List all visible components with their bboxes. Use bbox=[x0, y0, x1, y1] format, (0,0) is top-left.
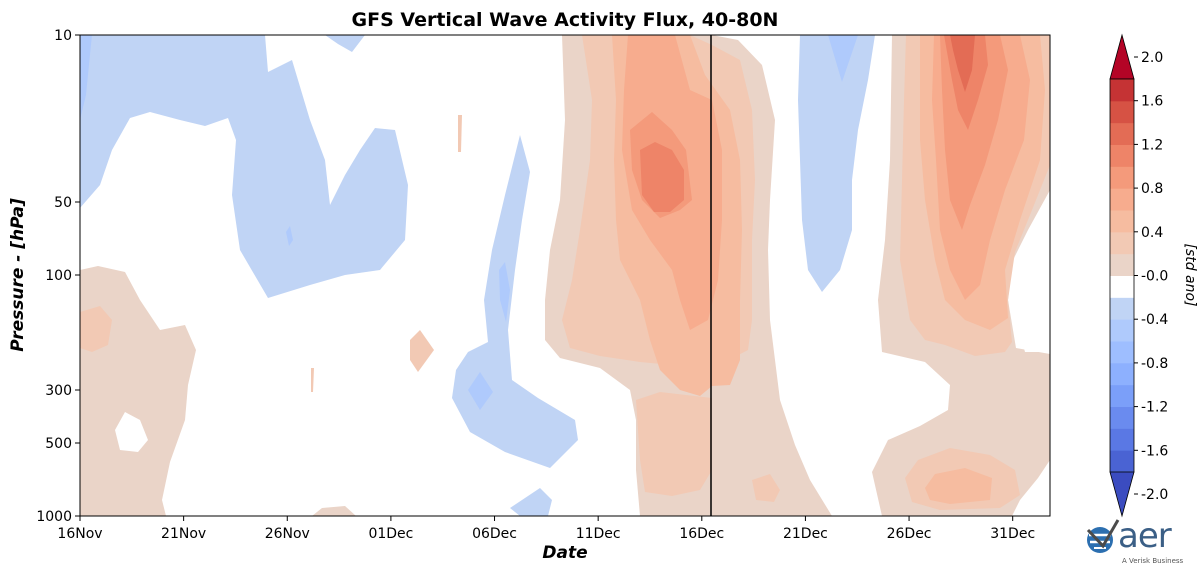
aer-logo-mark bbox=[1086, 519, 1120, 553]
x-tick-label: 21Dec bbox=[783, 526, 828, 542]
contour-pos-thin-2 bbox=[311, 368, 314, 392]
colorbar-tick-label: -0.4 bbox=[1141, 312, 1168, 328]
y-axis-label: Pressure - [hPa] bbox=[8, 198, 28, 352]
colorbar-segment bbox=[1110, 122, 1134, 145]
colorbar-segment bbox=[1110, 188, 1134, 211]
contour-neg-upper-left-edge bbox=[80, 35, 92, 120]
contour-pos-surface-late-l3 bbox=[925, 468, 992, 504]
contour-pos-lower-left-inner bbox=[80, 306, 112, 352]
contour-hole-lower-left bbox=[115, 412, 148, 452]
contour-pos-main-low bbox=[636, 392, 712, 496]
colorbar-segment bbox=[1110, 362, 1134, 386]
contour-pos-main-l6 bbox=[640, 142, 684, 212]
colorbar-tick-label: 1.6 bbox=[1141, 94, 1163, 110]
colorbar-segment bbox=[1110, 210, 1134, 233]
colorbar-extend-max bbox=[1109, 33, 1135, 80]
contour-neg-upper-left bbox=[80, 35, 408, 298]
colorbar-segment bbox=[1110, 253, 1134, 276]
contour-hole-late bbox=[1015, 250, 1050, 352]
contour-pos-small-mid bbox=[410, 330, 434, 372]
colorbar-segment bbox=[1110, 79, 1134, 102]
x-tick-label: 26Nov bbox=[265, 526, 310, 542]
colorbar-segment bbox=[1110, 450, 1134, 473]
x-tick-label: 06Dec bbox=[472, 526, 517, 542]
colorbar-segment bbox=[1110, 100, 1134, 124]
colorbar-segment bbox=[1110, 275, 1134, 298]
y-tick-label: 1000 bbox=[36, 509, 72, 525]
contour-neg-deep-lower bbox=[468, 372, 493, 410]
y-tick-label: 10 bbox=[54, 28, 72, 44]
colorbar-segment bbox=[1110, 297, 1134, 320]
contour-pos-surface-late-l2b bbox=[752, 474, 780, 502]
colorbar-tick-label: 2.0 bbox=[1141, 50, 1163, 66]
y-tick-label: 300 bbox=[45, 383, 72, 399]
x-tick-label: 16Nov bbox=[57, 526, 102, 542]
x-tick-label: 31Dec bbox=[990, 526, 1035, 542]
x-tick-label: 11Dec bbox=[576, 526, 621, 542]
colorbar-tick-label: 1.2 bbox=[1141, 137, 1163, 153]
colorbar: 2.0 1.6 1.2 0.8 0.4 -0.0 -0.4 -0.8 -1.2 -1.6 -2.0 bbox=[1109, 33, 1168, 518]
colorbar-tick-label: -0.8 bbox=[1141, 356, 1168, 372]
logo-subtext: A Verisk Business bbox=[1122, 557, 1184, 565]
logo-text: aer bbox=[1118, 516, 1172, 556]
contour-neg-deep-lower2 bbox=[499, 262, 510, 322]
y-tick-label: 50 bbox=[54, 195, 72, 211]
colorbar-tick-label: 0.8 bbox=[1141, 181, 1163, 197]
colorbar-tick-label: -1.6 bbox=[1141, 443, 1168, 459]
contour-neg-tail-top bbox=[325, 35, 365, 52]
colorbar-tick-label: -2.0 bbox=[1141, 487, 1168, 503]
chart-title: GFS Vertical Wave Activity Flux, 40-80N bbox=[352, 9, 779, 31]
y-tick-label: 100 bbox=[45, 268, 72, 284]
contour-neg-upper-right bbox=[798, 35, 875, 292]
colorbar-tick-label: 0.4 bbox=[1141, 225, 1163, 241]
colorbar-label: [std ano] bbox=[1182, 243, 1198, 306]
colorbar-segment bbox=[1110, 428, 1134, 451]
x-tick-label: 01Dec bbox=[368, 526, 413, 542]
x-tick-label: 16Dec bbox=[679, 526, 724, 542]
x-tick-label: 26Dec bbox=[887, 526, 932, 542]
colorbar-segment bbox=[1110, 231, 1134, 255]
colorbar-segment bbox=[1110, 406, 1134, 429]
contour-neg-spot bbox=[286, 226, 293, 246]
contour-neg-surface bbox=[510, 488, 552, 516]
plot-area bbox=[79, 34, 1051, 517]
y-tick-label: 500 bbox=[45, 436, 72, 452]
colorbar-segment bbox=[1110, 144, 1134, 167]
contour-pos-late-l7 bbox=[950, 35, 975, 92]
colorbar-tick-label: -1.2 bbox=[1141, 400, 1168, 416]
colorbar-tick-label: -0.0 bbox=[1141, 269, 1168, 285]
y-axis-ticks: 10 50 100 300 500 1000 bbox=[36, 28, 80, 525]
contour-neg-deep-upper-right bbox=[828, 35, 858, 82]
x-axis-ticks: 16Nov 21Nov 26Nov 01Dec 06Dec 11Dec 16Dec 21Dec… bbox=[57, 516, 1035, 542]
colorbar-segment bbox=[1110, 166, 1134, 189]
colorbar-extend-min bbox=[1109, 471, 1135, 518]
contour-pos-thin-1 bbox=[458, 115, 462, 152]
contour-pos-surface-mid bbox=[312, 506, 356, 516]
colorbar-segment bbox=[1110, 319, 1134, 342]
x-axis-label: Date bbox=[542, 543, 587, 563]
colorbar-segment bbox=[1110, 384, 1134, 407]
x-tick-label: 21Nov bbox=[161, 526, 206, 542]
colorbar-segment bbox=[1110, 341, 1134, 364]
